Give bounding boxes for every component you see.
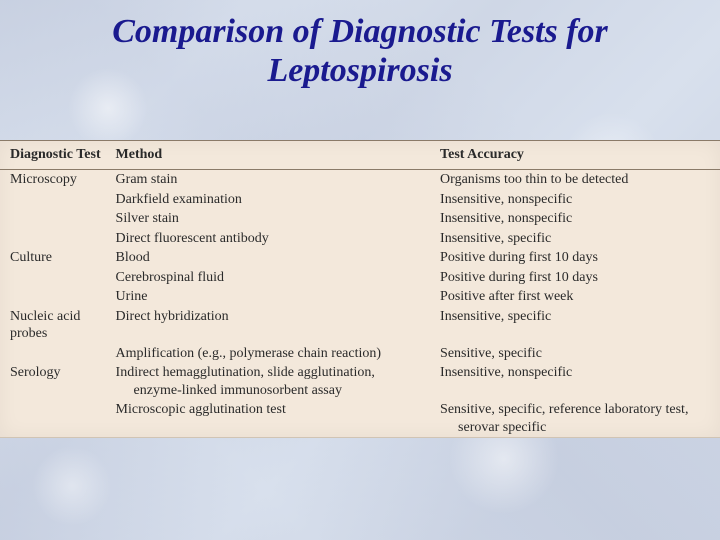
diagnostic-table-container: Diagnostic Test Method Test Accuracy Mic… xyxy=(0,140,720,438)
cell-method: Silver stain xyxy=(112,209,437,229)
table-row: Silver stainInsensitive, nonspecific xyxy=(0,209,720,229)
cell-accuracy: Sensitive, specific xyxy=(436,344,720,364)
cell-method: Cerebrospinal fluid xyxy=(112,268,437,288)
cell-accuracy: Insensitive, nonspecific xyxy=(436,363,720,400)
cell-accuracy: Organisms too thin to be detected xyxy=(436,170,720,190)
cell-method: Indirect hemagglutination, slide aggluti… xyxy=(112,363,437,400)
cell-test xyxy=(0,344,112,364)
cell-accuracy-cont: serovar specific xyxy=(440,419,710,437)
cell-test: Culture xyxy=(0,248,112,268)
table-row: MicroscopyGram stainOrganisms too thin t… xyxy=(0,170,720,190)
cell-accuracy: Positive during first 10 days xyxy=(436,268,720,288)
cell-method: Direct fluorescent antibody xyxy=(112,229,437,249)
col-header-test: Diagnostic Test xyxy=(0,141,112,170)
cell-accuracy: Insensitive, nonspecific xyxy=(436,190,720,210)
table-row: Microscopic agglutination testSensitive,… xyxy=(0,400,720,437)
cell-method-cont: enzyme-linked immunosorbent assay xyxy=(116,382,433,400)
table-row: CultureBloodPositive during first 10 day… xyxy=(0,248,720,268)
diagnostic-table: Diagnostic Test Method Test Accuracy Mic… xyxy=(0,141,720,437)
cell-test xyxy=(0,287,112,307)
cell-test xyxy=(0,190,112,210)
cell-test: Nucleic acid probes xyxy=(0,307,112,344)
cell-method: Amplification (e.g., polymerase chain re… xyxy=(112,344,437,364)
page-title: Comparison of Diagnostic Tests for Lepto… xyxy=(0,0,720,108)
table-row: SerologyIndirect hemagglutination, slide… xyxy=(0,363,720,400)
table-row: Darkfield examinationInsensitive, nonspe… xyxy=(0,190,720,210)
cell-method: Gram stain xyxy=(112,170,437,190)
cell-test: Serology xyxy=(0,363,112,400)
cell-accuracy: Insensitive, specific xyxy=(436,229,720,249)
cell-test xyxy=(0,268,112,288)
cell-test: Microscopy xyxy=(0,170,112,190)
table-row: Direct fluorescent antibodyInsensitive, … xyxy=(0,229,720,249)
table-body: MicroscopyGram stainOrganisms too thin t… xyxy=(0,170,720,438)
col-header-method: Method xyxy=(112,141,437,170)
cell-test xyxy=(0,209,112,229)
table-row: UrinePositive after first week xyxy=(0,287,720,307)
cell-accuracy: Sensitive, specific, reference laborator… xyxy=(436,400,720,437)
cell-method: Microscopic agglutination test xyxy=(112,400,437,437)
col-header-accuracy: Test Accuracy xyxy=(436,141,720,170)
cell-test xyxy=(0,229,112,249)
table-row: Amplification (e.g., polymerase chain re… xyxy=(0,344,720,364)
cell-method: Urine xyxy=(112,287,437,307)
cell-accuracy: Insensitive, nonspecific xyxy=(436,209,720,229)
table-row: Cerebrospinal fluidPositive during first… xyxy=(0,268,720,288)
table-header-row: Diagnostic Test Method Test Accuracy xyxy=(0,141,720,170)
cell-accuracy: Positive during first 10 days xyxy=(436,248,720,268)
cell-method: Direct hybridization xyxy=(112,307,437,344)
cell-accuracy: Insensitive, specific xyxy=(436,307,720,344)
cell-test xyxy=(0,400,112,437)
cell-accuracy: Positive after first week xyxy=(436,287,720,307)
cell-method: Blood xyxy=(112,248,437,268)
cell-method: Darkfield examination xyxy=(112,190,437,210)
table-row: Nucleic acid probesDirect hybridizationI… xyxy=(0,307,720,344)
